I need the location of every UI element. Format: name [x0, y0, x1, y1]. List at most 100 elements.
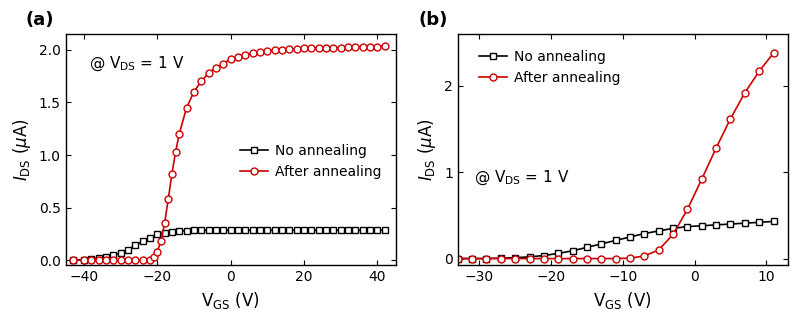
After annealing — [754, 69, 764, 73]
No annealing — [277, 228, 287, 232]
After annealing — [597, 257, 606, 260]
After annealing — [263, 49, 272, 53]
No annealing — [248, 228, 257, 232]
After annealing — [611, 257, 621, 260]
No annealing — [299, 228, 308, 232]
No annealing — [754, 220, 764, 224]
After annealing — [137, 258, 147, 262]
After annealing — [697, 177, 706, 181]
After annealing — [197, 80, 206, 83]
No annealing — [123, 248, 133, 251]
After annealing — [123, 258, 133, 262]
After annealing — [130, 258, 140, 262]
After annealing — [284, 47, 294, 51]
No annealing — [365, 228, 375, 232]
After annealing — [351, 45, 360, 49]
Text: (b): (b) — [418, 12, 447, 29]
After annealing — [167, 172, 177, 176]
No annealing — [197, 228, 206, 232]
No annealing — [189, 229, 199, 232]
X-axis label: V$_\mathrm{GS}$ (V): V$_\mathrm{GS}$ (V) — [594, 290, 652, 311]
No annealing — [582, 245, 592, 249]
No annealing — [668, 226, 678, 230]
After annealing — [496, 257, 506, 260]
Text: @ V$_\mathrm{DS}$ = 1 V: @ V$_\mathrm{DS}$ = 1 V — [89, 55, 184, 73]
After annealing — [109, 258, 118, 262]
After annealing — [145, 258, 155, 262]
No annealing — [68, 258, 78, 262]
No annealing — [496, 256, 506, 260]
After annealing — [164, 197, 173, 201]
After annealing — [539, 257, 549, 260]
No annealing — [240, 228, 250, 232]
After annealing — [711, 146, 721, 150]
No annealing — [153, 232, 162, 236]
No annealing — [725, 222, 735, 226]
After annealing — [174, 132, 184, 136]
After annealing — [314, 46, 324, 50]
After annealing — [189, 90, 199, 94]
No annealing — [218, 228, 228, 232]
After annealing — [321, 46, 331, 50]
After annealing — [511, 257, 520, 260]
After annealing — [740, 91, 749, 95]
After annealing — [93, 258, 103, 262]
No annealing — [86, 257, 96, 261]
After annealing — [725, 117, 735, 121]
After annealing — [380, 44, 389, 48]
No annealing — [682, 225, 692, 229]
After annealing — [149, 255, 158, 259]
Text: (a): (a) — [26, 12, 54, 29]
No annealing — [79, 258, 89, 261]
No annealing — [255, 228, 264, 232]
After annealing — [255, 50, 264, 54]
After annealing — [292, 47, 301, 51]
No annealing — [336, 228, 345, 232]
After annealing — [101, 258, 111, 262]
No annealing — [292, 228, 301, 232]
No annealing — [328, 228, 338, 232]
No annealing — [539, 254, 549, 258]
No annealing — [654, 229, 663, 233]
After annealing — [365, 45, 375, 49]
After annealing — [233, 55, 243, 59]
After annealing — [277, 48, 287, 52]
No annealing — [568, 249, 578, 253]
No annealing — [625, 235, 634, 239]
After annealing — [453, 257, 463, 260]
After annealing — [116, 258, 125, 262]
Line: No annealing: No annealing — [455, 218, 777, 262]
After annealing — [218, 62, 228, 65]
After annealing — [160, 222, 169, 225]
After annealing — [240, 53, 250, 57]
No annealing — [639, 232, 649, 235]
Line: No annealing: No annealing — [70, 227, 388, 264]
After annealing — [204, 71, 213, 75]
After annealing — [328, 46, 338, 50]
After annealing — [625, 256, 634, 260]
No annealing — [270, 228, 280, 232]
No annealing — [160, 231, 169, 235]
After annealing — [226, 57, 236, 61]
After annealing — [171, 150, 181, 154]
After annealing — [79, 258, 89, 262]
After annealing — [467, 257, 477, 260]
No annealing — [284, 228, 294, 232]
After annealing — [248, 51, 257, 55]
No annealing — [372, 228, 382, 232]
After annealing — [343, 45, 352, 49]
Line: After annealing: After annealing — [455, 50, 777, 262]
After annealing — [68, 258, 78, 262]
No annealing — [263, 228, 272, 232]
No annealing — [145, 236, 155, 240]
No annealing — [307, 228, 316, 232]
Text: @ V$_\mathrm{DS}$ = 1 V: @ V$_\mathrm{DS}$ = 1 V — [475, 168, 570, 187]
Y-axis label: $I_\mathrm{DS}$ ($\mu$A): $I_\mathrm{DS}$ ($\mu$A) — [416, 118, 439, 181]
No annealing — [174, 229, 184, 233]
No annealing — [182, 229, 192, 232]
After annealing — [582, 257, 592, 260]
No annealing — [314, 228, 324, 232]
No annealing — [211, 228, 221, 232]
No annealing — [130, 243, 140, 247]
After annealing — [182, 106, 192, 109]
